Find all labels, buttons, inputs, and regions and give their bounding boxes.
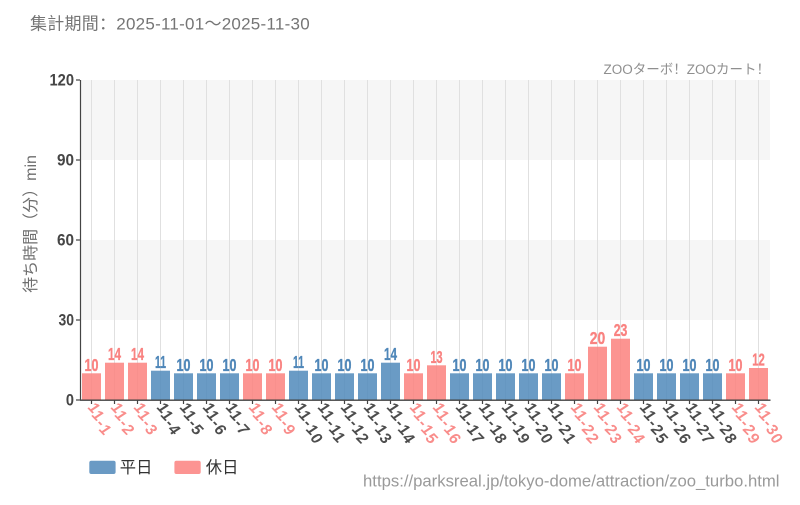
svg-text:10: 10: [476, 355, 490, 375]
svg-text:11: 11: [293, 352, 304, 372]
svg-text:23: 23: [614, 320, 628, 340]
svg-text:平日: 平日: [120, 459, 153, 477]
svg-text:90: 90: [57, 152, 74, 170]
svg-text:10: 10: [637, 355, 651, 375]
svg-text:集計期間：2025-11-01～2025-11-30: 集計期間：2025-11-01～2025-11-30: [30, 15, 310, 34]
svg-text:10: 10: [85, 355, 99, 375]
svg-text:https://parksreal.jp/tokyo-dom: https://parksreal.jp/tokyo-dome/attracti…: [363, 472, 779, 491]
svg-text:60: 60: [57, 232, 74, 250]
svg-text:20: 20: [590, 328, 606, 348]
svg-text:13: 13: [430, 347, 442, 367]
svg-text:12: 12: [752, 350, 765, 370]
svg-text:10: 10: [453, 355, 467, 375]
svg-text:10: 10: [499, 355, 513, 375]
svg-text:10: 10: [200, 355, 214, 375]
svg-text:10: 10: [522, 355, 536, 375]
svg-text:14: 14: [108, 344, 121, 364]
svg-text:120: 120: [50, 72, 75, 90]
svg-text:10: 10: [361, 355, 375, 375]
svg-text:10: 10: [683, 355, 697, 375]
svg-text:30: 30: [59, 312, 75, 330]
svg-text:11: 11: [155, 352, 166, 372]
svg-text:10: 10: [729, 355, 743, 375]
svg-text:10: 10: [246, 355, 260, 375]
svg-text:10: 10: [568, 355, 582, 375]
svg-text:14: 14: [131, 344, 144, 364]
svg-text:10: 10: [660, 355, 674, 375]
svg-text:10: 10: [177, 355, 191, 375]
svg-text:10: 10: [338, 355, 352, 375]
svg-text:10: 10: [269, 355, 283, 375]
svg-text:待ち時間（分）min: 待ち時間（分）min: [22, 155, 40, 293]
svg-text:14: 14: [384, 344, 397, 364]
svg-text:0: 0: [66, 392, 74, 410]
svg-text:休日: 休日: [206, 459, 239, 477]
svg-text:10: 10: [223, 355, 237, 375]
svg-text:10: 10: [545, 355, 559, 375]
svg-text:ZOOターボ！ZOOカート！: ZOOターボ！ZOOカート！: [604, 62, 771, 77]
svg-text:10: 10: [315, 355, 329, 375]
svg-text:10: 10: [706, 355, 720, 375]
svg-text:10: 10: [407, 355, 421, 375]
